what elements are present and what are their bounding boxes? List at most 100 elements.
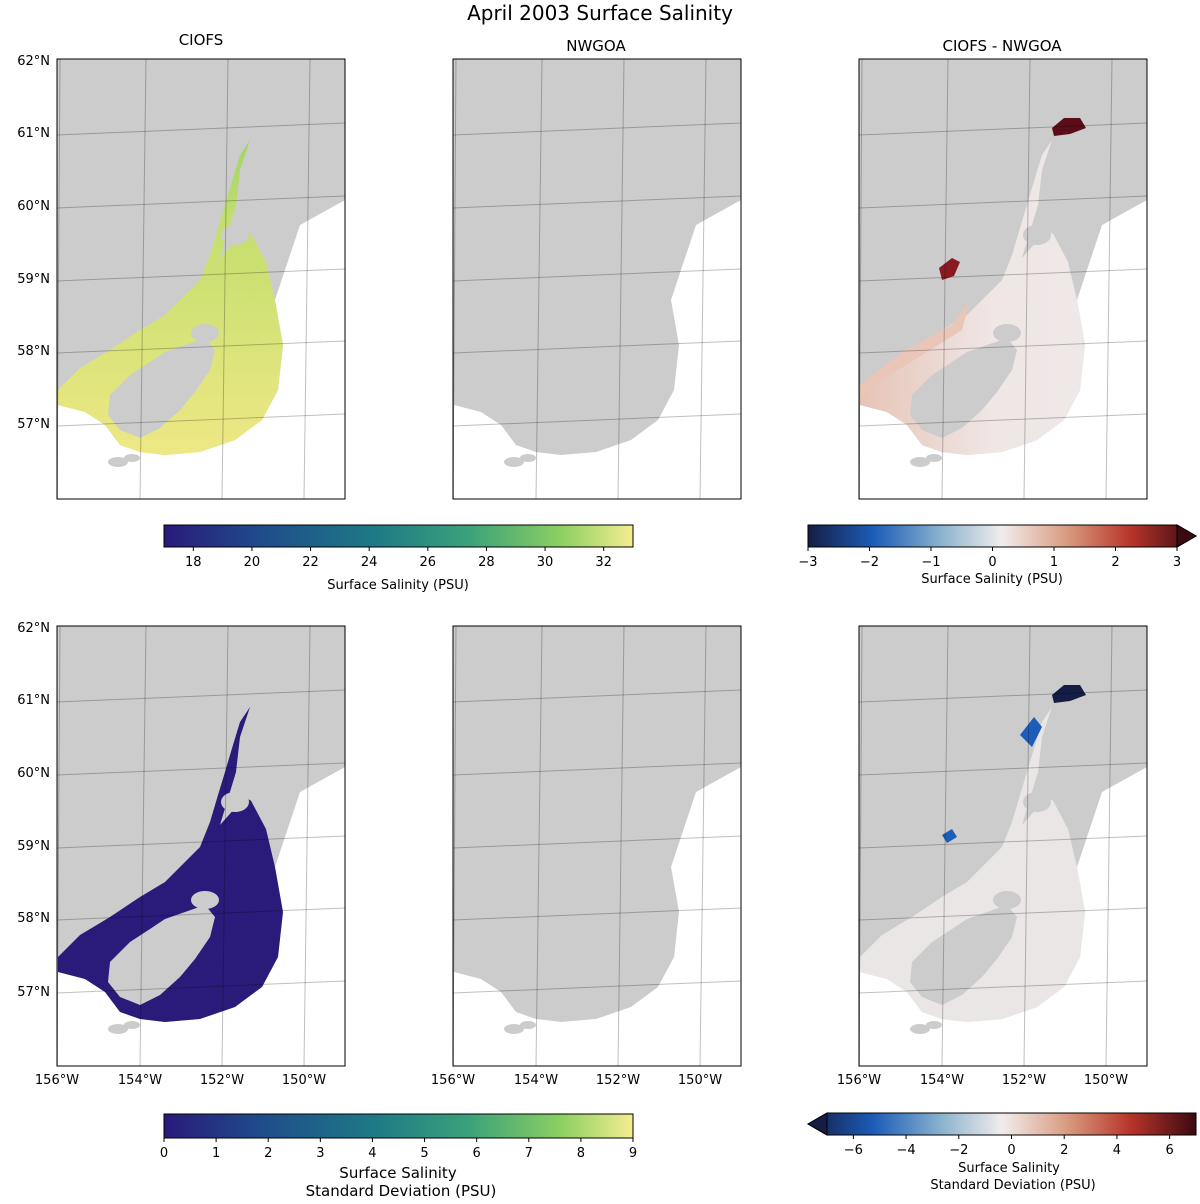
colorbar-tick-label: 9 (629, 1146, 637, 1161)
colorbar-std-diff-label-1: Surface Salinity (958, 1161, 1060, 1176)
latitude-line (453, 689, 741, 703)
longitude-line (699, 59, 707, 499)
mainland (454, 60, 696, 378)
colorbar-tick-label: 26 (420, 555, 437, 570)
lon-label: 150°W (282, 1073, 326, 1088)
colorbar-mean-label: Surface Salinity (PSU) (327, 578, 469, 593)
latitude-line (57, 268, 345, 282)
colorbar-tick-label: 1 (1050, 555, 1058, 570)
longitude-line (617, 59, 625, 499)
island (520, 454, 536, 462)
lat-label: 58°N (17, 911, 50, 926)
colorbar-std: 0 1 2 3 4 5 6 7 8 9 Surface Salinity Standard Dev… (160, 1113, 637, 1200)
longitude-line (221, 59, 229, 499)
ocean-no-data (58, 767, 345, 1066)
island (617, 792, 645, 812)
lat-label: 59°N (17, 272, 50, 287)
latitude-line (453, 413, 741, 427)
max-difference-area (1052, 685, 1086, 703)
colorbar-mean-diff: −3 −2 −1 0 1 2 3 Surface Salinity (PSU) (798, 524, 1197, 587)
colorbar-std-diff-bar (807, 1112, 1197, 1136)
lon-label: 152°W (1002, 1073, 1046, 1088)
lat-label: 61°N (17, 693, 50, 708)
island (504, 457, 524, 467)
colorbar-tick-label: −2 (860, 555, 879, 570)
panel-frame (56, 625, 346, 1067)
panel-frame (452, 58, 742, 500)
colorbar-tick-label: 4 (1113, 1143, 1121, 1158)
mainland (58, 60, 300, 378)
island (124, 454, 140, 462)
lon-label: 156°W (35, 1073, 79, 1088)
lat-label: 59°N (17, 839, 50, 854)
latitude-line (57, 835, 345, 849)
island (221, 792, 249, 812)
latitude-line (859, 762, 1147, 776)
latitude-line (453, 762, 741, 776)
colorbar-tick-label: 28 (478, 555, 495, 570)
island (1023, 225, 1051, 245)
colorbar-tick-label: 7 (525, 1146, 533, 1161)
latitude-line (57, 980, 345, 994)
colorbar-mean: 18 20 22 24 26 28 30 32 Surface Salinity (PSU) (163, 524, 634, 593)
island (1023, 792, 1051, 812)
colorbar-tick-label: 20 (244, 555, 261, 570)
ocean-no-data (58, 200, 345, 499)
ocean-no-data (860, 200, 1147, 499)
colorbar-mean-diff-label: Surface Salinity (PSU) (921, 572, 1063, 587)
lat-label: 57°N (17, 985, 50, 1000)
mainland (860, 60, 1102, 378)
difference-area (860, 300, 970, 398)
lat-label: 62°N (17, 621, 50, 636)
latitude-line (453, 268, 741, 282)
longitude-line (303, 59, 311, 499)
lon-label: 150°W (1084, 1073, 1128, 1088)
difference-area (939, 258, 960, 280)
colorbar-tick-label: 2 (1060, 1143, 1068, 1158)
map-panel-nwgoa-std (452, 625, 742, 1067)
latitude-line (859, 835, 1147, 849)
colorbar-tick-label: 3 (1173, 555, 1181, 570)
graticule (859, 626, 1147, 1066)
longitude-line (1023, 59, 1031, 499)
latitude-line (453, 340, 741, 354)
colorbar-tick-label: 6 (1166, 1143, 1174, 1158)
colorbar-tick-label: 1 (212, 1146, 220, 1161)
mainland (58, 627, 300, 945)
island (587, 324, 615, 342)
latitude-line (859, 122, 1147, 136)
latitude-line (57, 907, 345, 921)
figure-title: April 2003 Surface Salinity (467, 1, 733, 25)
lon-labels-col2: 156°W 154°W 152°W 150°W (431, 1073, 722, 1088)
latitude-line (57, 195, 345, 209)
colorbar-tick-label: 30 (537, 555, 554, 570)
ocean-no-data (454, 767, 741, 1066)
longitude-line (617, 626, 625, 1066)
graticule (57, 59, 345, 499)
latitude-line (453, 907, 741, 921)
mainland (454, 627, 696, 945)
latitude-line (453, 122, 741, 136)
longitude-line (303, 626, 311, 1066)
colorbar-tick-label: 5 (420, 1146, 428, 1161)
colorbar-std-bar (163, 1113, 634, 1139)
colorbar-tick-label: 24 (361, 555, 378, 570)
longitude-line (941, 59, 949, 499)
colorbar-tick-label: −3 (798, 555, 817, 570)
map-panel-ciofs-std (56, 625, 346, 1067)
lon-label: 156°W (431, 1073, 475, 1088)
latitude-line (57, 122, 345, 136)
island (926, 1021, 942, 1029)
colorbar-mean-bar (163, 524, 634, 548)
longitude-line (139, 59, 147, 499)
island (191, 324, 219, 342)
ocean-no-data (454, 200, 741, 499)
graticule (453, 59, 741, 499)
latitude-line (859, 907, 1147, 921)
island (108, 1024, 128, 1034)
longitude-line (1023, 626, 1031, 1066)
colorbar-tick-label: −6 (844, 1143, 863, 1158)
difference-area (942, 829, 957, 843)
lat-label: 62°N (17, 54, 50, 69)
